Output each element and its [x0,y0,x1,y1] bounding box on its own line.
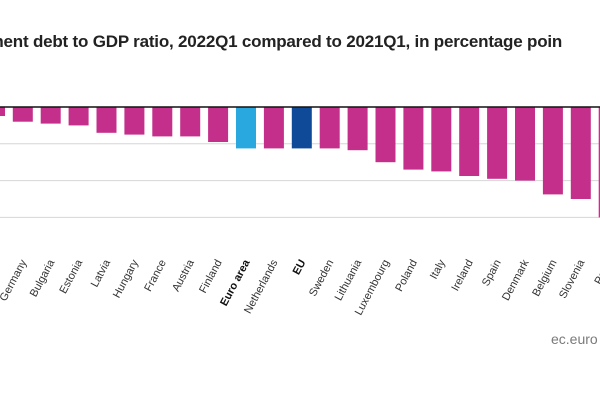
tick-label-sweden: Sweden [307,258,336,299]
chart-title: rnment debt to GDP ratio, 2022Q1 compare… [0,32,563,51]
tick-label-italy: Italy [428,257,448,281]
tick-label-lithuania: Lithuania [333,257,365,303]
bar-eu [291,107,312,149]
tick-label-latvia: Latvia [89,257,114,289]
tick-label-hungary: Hungary [111,257,141,300]
bars [0,107,600,218]
bar-bulgaria [40,107,61,124]
tick-label-estonia: Estonia [57,257,85,296]
bar-latvia [96,107,117,133]
tick-label-denmark: Denmark [500,257,532,302]
bar-portu [598,107,600,218]
bar-finland [208,107,229,142]
bar-spain [487,107,508,179]
bar-luxembourg [375,107,396,163]
bar-denmark [515,107,535,181]
bar-slovenia [570,107,591,199]
bar-italy [431,107,452,172]
bar-netherlands [263,107,284,149]
bar-sweden [319,107,340,149]
tick-label-ireland: Ireland [449,258,475,293]
tick-label-slovenia: Slovenia [557,257,588,301]
bar-belgium [542,107,563,195]
tick-label-france: France [142,258,169,294]
tick-label-belgium: Belgium [530,258,559,299]
bar-france [152,107,173,137]
tick-label-spain: Spain [480,258,504,288]
bar-hungary [124,107,145,135]
tick-label-austria: Austria [170,257,197,294]
bar-poland [403,107,424,170]
tick-label-bulgaria: Bulgaria [28,257,58,299]
tick-label-portu: Portu [592,258,600,287]
bar-ireland [459,107,480,176]
bar-lithuania [347,107,368,151]
bar-austria [180,107,201,137]
bar-offscreen [0,107,5,116]
bar-germany [12,107,33,122]
tick-label-germany: Germany [0,257,30,303]
bar-estonia [68,107,89,126]
gridlines [0,143,600,218]
tick-label-finland: Finland [197,258,225,295]
tick-label-poland: Poland [393,258,420,294]
bar-euro-area [236,107,256,149]
tick-label-eu: EU [291,258,309,277]
source-label: ec.euro [551,331,598,347]
